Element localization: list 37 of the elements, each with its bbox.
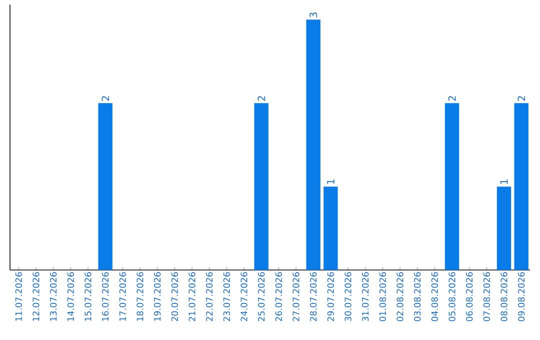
x-tick-label: 07.08.2026	[483, 272, 490, 322]
data-label: 2	[448, 96, 456, 101]
x-tick-label: 14.07.2026	[67, 272, 74, 321]
x-tick-label: 11.07.2026	[15, 272, 22, 321]
data-label: 3	[310, 12, 318, 18]
x-tick-label: 01.08.2026	[379, 272, 386, 322]
x-tick-label: 02.08.2026	[396, 272, 404, 322]
x-tick-label: 31.07.2026	[362, 272, 369, 322]
data-label: 1	[500, 180, 508, 184]
x-tick-label: 20.07.2026	[171, 272, 178, 322]
x-tick-label: 19.07.2026	[154, 272, 161, 321]
x-tick-label: 05.08.2026	[448, 272, 456, 322]
x-tick-label: 18.07.2026	[136, 272, 144, 321]
x-tick-label: 27.07.2026	[292, 272, 300, 322]
x-tick-label: 21.07.2026	[188, 272, 196, 322]
x-tick-label: 23.07.2026	[223, 272, 230, 322]
x-tick-label: 16.07.2026	[102, 272, 109, 321]
x-tick-label: 08.08.2026	[500, 272, 508, 322]
x-tick-label: 28.07.2026	[310, 272, 317, 322]
x-tick-label: 22.07.2026	[206, 272, 213, 322]
x-tick-label: 13.07.2026	[50, 272, 57, 321]
x-tick-label: 30.07.2026	[344, 272, 352, 322]
x-tick-label: 04.08.2026	[431, 272, 438, 322]
data-label: 1	[327, 180, 334, 184]
x-tick-label: 26.07.2026	[275, 272, 282, 322]
x-tick-label: 15.07.2026	[84, 272, 92, 321]
x-tick-label: 06.08.2026	[466, 272, 473, 322]
x-tick-label: 29.07.2026	[327, 272, 334, 322]
data-label: 2	[102, 96, 110, 101]
x-tick-label: 09.08.2026	[518, 272, 525, 322]
x-tick-label: 17.07.2026	[119, 272, 126, 321]
x-tick-label: 12.07.2026	[32, 272, 40, 321]
data-label: 2	[258, 96, 266, 101]
x-tick-label: 03.08.2026	[414, 272, 421, 322]
x-tick-label: 24.07.2026	[240, 272, 248, 322]
data-label: 2	[518, 96, 526, 101]
x-tick-label: 25.07.2026	[258, 272, 265, 322]
